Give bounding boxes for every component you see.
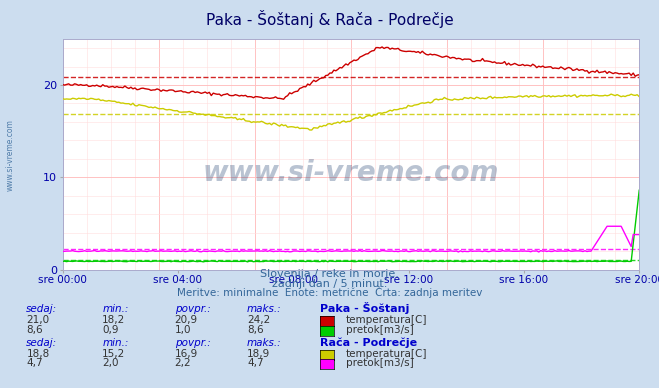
- Text: 18,2: 18,2: [102, 315, 125, 325]
- Text: maks.:: maks.:: [247, 338, 282, 348]
- Text: Rača - Podrečje: Rača - Podrečje: [320, 338, 416, 348]
- Text: 2,2: 2,2: [175, 358, 191, 368]
- Text: Paka - Šoštanj & Rača - Podrečje: Paka - Šoštanj & Rača - Podrečje: [206, 10, 453, 28]
- Text: www.si-vreme.com: www.si-vreme.com: [203, 159, 499, 187]
- Text: 2,0: 2,0: [102, 358, 119, 368]
- Text: min.:: min.:: [102, 338, 129, 348]
- Text: temperatura[C]: temperatura[C]: [346, 348, 428, 359]
- Text: povpr.:: povpr.:: [175, 304, 210, 314]
- Text: temperatura[C]: temperatura[C]: [346, 315, 428, 325]
- Text: 0,9: 0,9: [102, 324, 119, 334]
- Text: maks.:: maks.:: [247, 304, 282, 314]
- Text: 4,7: 4,7: [26, 358, 43, 368]
- Text: pretok[m3/s]: pretok[m3/s]: [346, 358, 414, 368]
- Text: pretok[m3/s]: pretok[m3/s]: [346, 324, 414, 334]
- Text: 18,8: 18,8: [26, 348, 49, 359]
- Text: min.:: min.:: [102, 304, 129, 314]
- Text: Paka - Šoštanj: Paka - Šoštanj: [320, 302, 409, 314]
- Text: sedaj:: sedaj:: [26, 304, 57, 314]
- Text: 4,7: 4,7: [247, 358, 264, 368]
- Text: Meritve: minimalne  Enote: metrične  Črta: zadnja meritev: Meritve: minimalne Enote: metrične Črta:…: [177, 286, 482, 298]
- Text: sedaj:: sedaj:: [26, 338, 57, 348]
- Text: 15,2: 15,2: [102, 348, 125, 359]
- Text: 24,2: 24,2: [247, 315, 270, 325]
- Text: 16,9: 16,9: [175, 348, 198, 359]
- Text: zadnji dan / 5 minut.: zadnji dan / 5 minut.: [272, 279, 387, 289]
- Text: 18,9: 18,9: [247, 348, 270, 359]
- Text: 8,6: 8,6: [26, 324, 43, 334]
- Text: 1,0: 1,0: [175, 324, 191, 334]
- Text: 8,6: 8,6: [247, 324, 264, 334]
- Text: 20,9: 20,9: [175, 315, 198, 325]
- Text: povpr.:: povpr.:: [175, 338, 210, 348]
- Text: 21,0: 21,0: [26, 315, 49, 325]
- Text: Slovenija / reke in morje.: Slovenija / reke in morje.: [260, 269, 399, 279]
- Text: www.si-vreme.com: www.si-vreme.com: [5, 119, 14, 191]
